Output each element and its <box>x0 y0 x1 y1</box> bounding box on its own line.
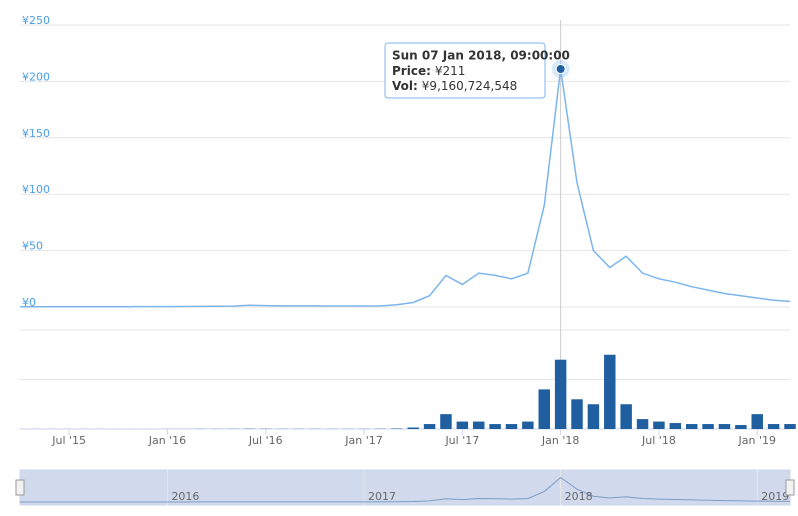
price-line <box>20 68 791 308</box>
x-tick-label: Jan '17 <box>344 434 382 447</box>
x-tick-label: Jul '18 <box>641 434 676 447</box>
volume-bar <box>489 424 501 429</box>
x-tick-label: Jul '16 <box>248 434 283 447</box>
navigator-label: 2018 <box>565 490 593 503</box>
y-tick-label: ¥200 <box>22 70 50 83</box>
volume-bar <box>784 424 796 429</box>
tooltip-vol: Vol: ¥9,160,724,548 <box>392 79 517 93</box>
x-tick-label: Jan '19 <box>737 434 775 447</box>
volume-bar <box>718 424 731 429</box>
volume-bar <box>440 414 452 429</box>
volume-bar <box>472 421 485 429</box>
x-tick-label: Jan '16 <box>148 434 186 447</box>
navigator-handle[interactable] <box>15 479 25 496</box>
tooltip-price-label: Price: <box>392 64 431 78</box>
y-tick-label: ¥250 <box>22 14 50 27</box>
volume-bar <box>636 419 649 429</box>
volume-bar <box>554 359 567 429</box>
volume-bar <box>423 424 436 429</box>
volume-bar <box>604 354 616 429</box>
x-tick-label: Jul '17 <box>444 434 479 447</box>
x-tick-label: Jul '15 <box>51 434 86 447</box>
volume-bar <box>751 414 763 429</box>
navigator-label: 2019 <box>761 490 789 503</box>
tooltip-date: Sun 07 Jan 2018, 09:00:00 <box>392 49 570 63</box>
y-tick-label: ¥100 <box>22 183 50 196</box>
volume-bar <box>620 404 632 429</box>
volume-bar <box>767 424 780 429</box>
volume-bar <box>685 424 698 429</box>
tooltip-price-value: ¥211 <box>435 64 466 78</box>
tooltip-box <box>384 42 546 99</box>
volume-bar <box>456 421 469 429</box>
navigator-label: 2016 <box>171 490 199 503</box>
volume-bar <box>505 424 518 429</box>
volume-bar <box>735 425 747 429</box>
volume-bar <box>571 399 583 429</box>
y-tick-label: ¥150 <box>22 127 50 140</box>
tooltip-vol-value: ¥9,160,724,548 <box>422 79 517 93</box>
navigator-label: 2017 <box>368 490 396 503</box>
navigator-handle[interactable] <box>785 479 795 496</box>
volume-bar <box>587 404 600 429</box>
volume-bar <box>669 423 682 429</box>
y-tick-label: ¥50 <box>22 240 43 253</box>
tooltip-price: Price: ¥211 <box>392 64 465 78</box>
x-tick-label: Jan '18 <box>541 434 579 447</box>
volume-bar <box>653 421 665 429</box>
volume-bar <box>702 424 714 429</box>
y-tick-label: ¥0 <box>22 296 36 309</box>
navigator-line <box>20 476 791 503</box>
volume-bar <box>522 421 534 429</box>
tooltip-vol-label: Vol: <box>392 79 418 93</box>
hover-point <box>555 63 566 74</box>
volume-bar <box>538 389 550 429</box>
volume-bar <box>407 427 419 429</box>
